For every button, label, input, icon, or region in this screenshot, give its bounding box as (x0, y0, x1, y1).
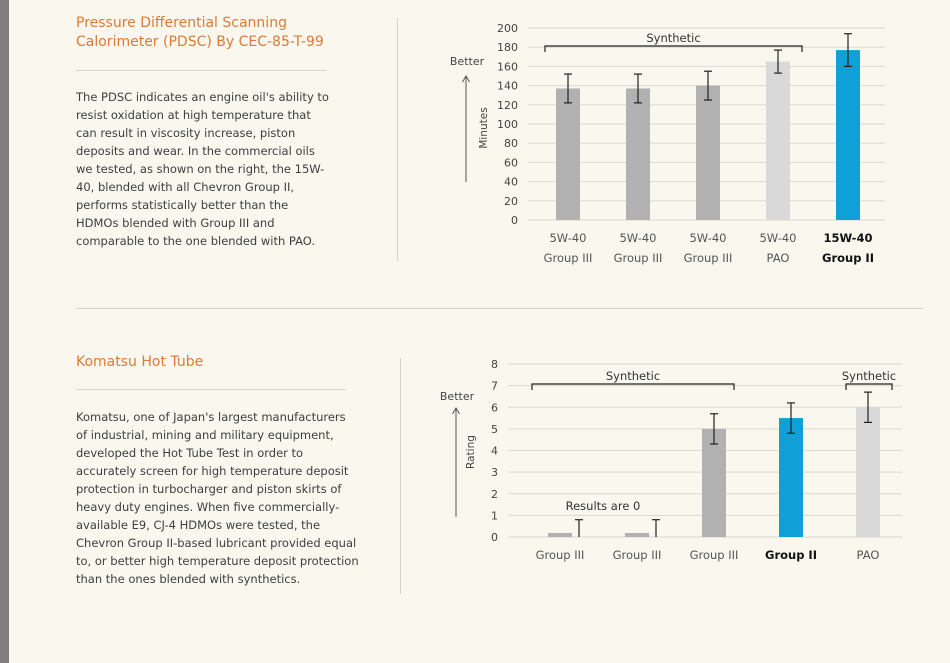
bar (766, 61, 790, 220)
synthetic-bracket (845, 383, 893, 390)
y-tick-label: 8 (491, 358, 498, 371)
y-tick-label: 2 (491, 488, 498, 501)
category-label: PAO (857, 548, 880, 562)
pdsc-chart: 0 20 40 60 80 100 120 140 160 180 200 Minutes Better… (450, 22, 885, 265)
y-tick-label: 3 (491, 466, 498, 479)
y-axis-title: Minutes (478, 107, 490, 148)
pdsc-body-text: The PDSC indicates an engine oil's abili… (76, 90, 329, 248)
synthetic-label: Synthetic (646, 31, 700, 45)
page-edge-bar (0, 0, 9, 663)
bar (696, 85, 720, 220)
y-tick-label: 200 (497, 22, 518, 35)
synthetic-bracket (544, 45, 803, 52)
category-label: 5W-40 (549, 231, 586, 245)
hottube-chart: 0 1 2 3 4 5 6 7 8 Rating Better Group III Group III G… (440, 358, 902, 562)
y-tick-label: 100 (497, 118, 518, 131)
bar (779, 418, 803, 537)
y-tick-label: 4 (491, 445, 498, 458)
bar (856, 407, 880, 537)
hottube-body-text: Komatsu, one of Japan's largest manufact… (76, 410, 359, 586)
pdsc-title: Pressure Differential Scanning Calorimet… (76, 14, 324, 52)
bar (556, 88, 580, 220)
y-tick-label: 40 (504, 176, 518, 189)
category-label: 5W-40 (689, 231, 726, 245)
better-arrow-head (452, 407, 460, 415)
y-tick-label: 160 (497, 60, 518, 73)
y-axis-title: Rating (465, 435, 477, 469)
y-tick-label: 0 (511, 214, 518, 227)
category-label: Group II (822, 251, 874, 265)
category-label: Group III (536, 548, 585, 562)
category-label: 5W-40 (759, 231, 796, 245)
y-tick-label: 1 (491, 509, 498, 522)
y-tick-label: 180 (497, 41, 518, 54)
bar (836, 50, 860, 220)
category-label: 5W-40 (619, 231, 656, 245)
hottube-title: Komatsu Hot Tube (76, 354, 204, 370)
bar (626, 88, 650, 220)
hottube-title-rule (76, 389, 346, 390)
section-divider (76, 308, 923, 309)
better-arrow-head (462, 75, 470, 83)
y-tick-label: 60 (504, 156, 518, 169)
better-label: Better (440, 390, 475, 403)
y-tick-label: 140 (497, 80, 518, 93)
synthetic-bracket (531, 383, 735, 390)
better-label: Better (450, 55, 485, 68)
hottube-column-divider (400, 358, 401, 594)
y-tick-label: 0 (491, 531, 498, 544)
category-label: Group II (765, 548, 817, 562)
category-label: Group III (690, 548, 739, 562)
pdsc-title-line1: Pressure Differential Scanning (76, 15, 287, 31)
category-label: Group III (613, 548, 662, 562)
y-tick-label: 5 (491, 423, 498, 436)
category-label: Group III (684, 251, 733, 265)
category-label: PAO (767, 251, 790, 265)
bar (702, 428, 726, 537)
category-label: Group III (544, 251, 593, 265)
y-tick-label: 80 (504, 137, 518, 150)
category-label: 15W-40 (824, 231, 873, 245)
synthetic-label: Synthetic (606, 369, 660, 383)
y-tick-label: 120 (497, 99, 518, 112)
pdsc-title-rule (76, 70, 326, 71)
y-tick-label: 20 (504, 195, 518, 208)
pdsc-column-divider (397, 18, 398, 261)
results-note: Results are 0 (566, 499, 641, 513)
bar (625, 533, 649, 537)
y-tick-label: 7 (491, 380, 498, 393)
y-tick-label: 6 (491, 401, 498, 414)
synthetic-label: Synthetic (842, 369, 896, 383)
category-label: Group III (614, 251, 663, 265)
bar (548, 533, 572, 537)
pdsc-title-line2: Calorimeter (PDSC) By CEC-85-T-99 (76, 34, 324, 50)
